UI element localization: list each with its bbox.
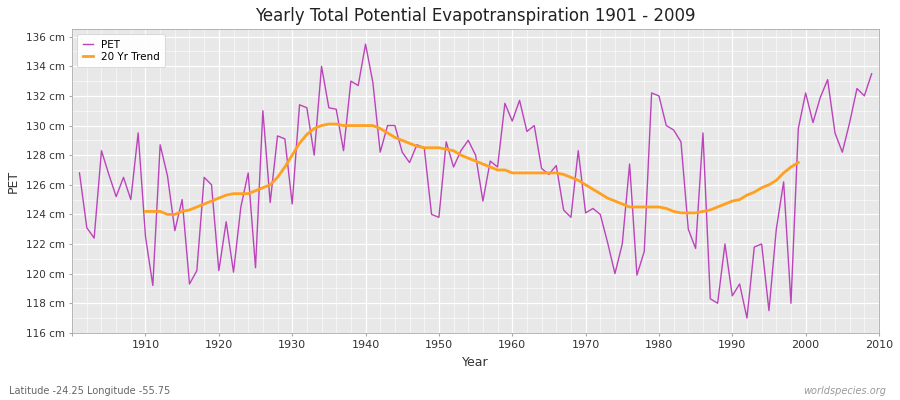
20 Yr Trend (698, 209, 708, 214)
Line: 20 Yr Trend: 20 Yr Trend (146, 124, 798, 214)
PET (507, 119, 517, 124)
Text: worldspecies.org: worldspecies.org (804, 386, 886, 396)
PET (602, 240, 613, 245)
X-axis label: Year: Year (463, 356, 489, 369)
20 Yr Trend (140, 209, 151, 214)
20 Yr Trend (712, 204, 723, 209)
20 Yr Trend (353, 123, 364, 128)
20 Yr Trend (609, 199, 620, 204)
PET (294, 102, 305, 107)
Legend: PET, 20 Yr Trend: PET, 20 Yr Trend (77, 34, 166, 67)
20 Yr Trend (323, 122, 334, 126)
Title: Yearly Total Potential Evapotranspiration 1901 - 2009: Yearly Total Potential Evapotranspiratio… (256, 7, 696, 25)
PET (867, 71, 877, 76)
20 Yr Trend (236, 191, 247, 196)
20 Yr Trend (793, 160, 804, 165)
20 Yr Trend (778, 170, 789, 175)
Text: Latitude -24.25 Longitude -55.75: Latitude -24.25 Longitude -55.75 (9, 386, 170, 396)
PET (74, 170, 85, 175)
PET (742, 316, 752, 320)
PET (133, 130, 144, 135)
Line: PET: PET (79, 44, 872, 318)
PET (360, 42, 371, 46)
20 Yr Trend (162, 212, 173, 217)
PET (338, 148, 349, 153)
Y-axis label: PET: PET (7, 170, 20, 193)
PET (514, 98, 525, 103)
